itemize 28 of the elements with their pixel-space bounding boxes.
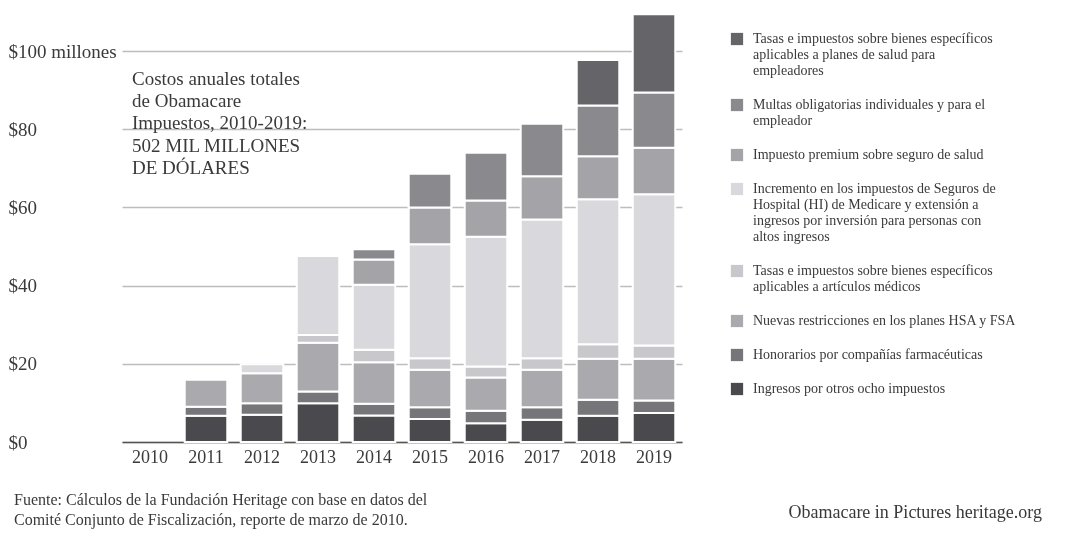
legend-label: Honorarios por compañías farmacéuticas (753, 347, 983, 362)
x-tick-label: 2018 (580, 446, 616, 467)
x-tick-label: 2014 (356, 446, 392, 467)
text: Obamacare in Pictures heritage.org (788, 502, 1042, 522)
legend-label: Multas obligatorias individuales y para el empleador (753, 97, 986, 128)
x-tick-label: 2011 (188, 446, 224, 467)
legend-label: Impuesto premium sobre seguro de salud (753, 147, 984, 162)
y-tick-label: $40 (8, 275, 37, 297)
legend-label: Tasas e impuestos sobre bienes específicos aplicables a artículos médicos (753, 263, 993, 294)
x-tick-label: 2015 (412, 446, 448, 467)
x-tick-label: 2012 (244, 446, 280, 467)
source-note: Fuente: Cálculos de la Fundación Heritage con base en datos del Comité Conjunto de Fiscalización, reporte de marzo de 2010. (14, 491, 428, 529)
legend-label: Tasas e impuestos sobre bienes específicos aplicables a planes de salud para empleadores (753, 31, 993, 78)
x-tick-label: 2019 (636, 446, 672, 467)
y-tick-label: $80 (8, 118, 37, 140)
text: 502 MIL MILLONES DE DÓLARES (132, 135, 301, 178)
y-tick-label: $20 (8, 353, 37, 375)
text: Costos anuales totales de Obamacare Impuestos, 2010-2019: (132, 68, 308, 133)
legend-label: Ingresos por otros ocho impuestos (753, 381, 946, 396)
y-tick-label: $0 (8, 431, 28, 453)
legend-label: Incremento en los impuestos de Seguros de Hospital (HI) de Medicare y extensión a ingresos por inversión para personas con altos ingresos (753, 181, 996, 244)
y-tick-label: $60 (8, 196, 37, 218)
x-tick-label: 2013 (300, 446, 336, 467)
legend-label: Nuevas restricciones en los planes HSA y FSA (753, 313, 1017, 328)
x-tick-label: 2016 (468, 446, 504, 467)
x-tick-label: 2017 (524, 446, 560, 467)
y-tick-label: $100 millones (8, 40, 117, 62)
x-tick-label: 2010 (132, 446, 168, 467)
